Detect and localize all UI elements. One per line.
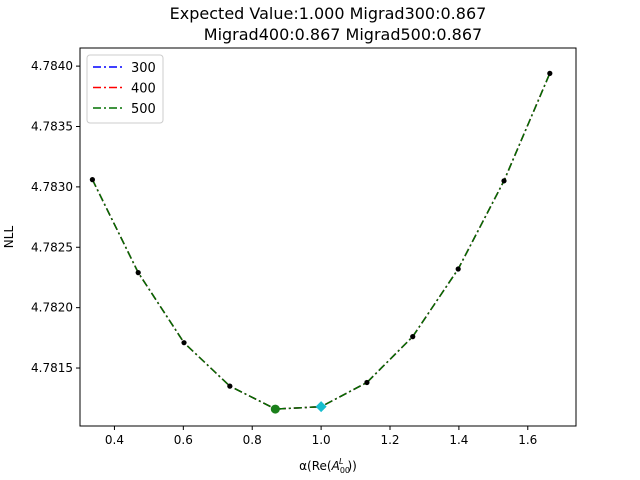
scan-point bbox=[89, 177, 95, 183]
x-tick-label: 1.2 bbox=[380, 433, 399, 447]
y-axis-label: NLL bbox=[2, 226, 16, 249]
series-line-500 bbox=[91, 73, 551, 410]
x-axis-label-suffix: )) bbox=[347, 459, 356, 473]
legend-label-400: 400 bbox=[131, 82, 156, 97]
y-axis-ticks: 4.7815 4.7820 4.7825 4.7830 4.7835 4.7840 bbox=[31, 59, 80, 375]
x-axis-ticks: 0.4 0.6 0.8 1.0 1.2 1.4 1.6 bbox=[105, 426, 537, 447]
x-axis-label-sub: 00 bbox=[340, 466, 350, 475]
y-tick-label: 4.7815 bbox=[31, 361, 73, 375]
series-lines bbox=[91, 73, 551, 410]
x-axis-label-symbol: A bbox=[331, 459, 340, 473]
x-tick-label: 0.6 bbox=[174, 433, 193, 447]
migrad-minimum-marker bbox=[270, 404, 280, 414]
y-tick-label: 4.7830 bbox=[31, 180, 73, 194]
y-tick-label: 4.7825 bbox=[31, 240, 73, 254]
scan-point bbox=[410, 334, 416, 340]
x-tick-label: 0.4 bbox=[105, 433, 124, 447]
scan-point bbox=[455, 266, 461, 272]
x-tick-label: 1.0 bbox=[312, 433, 331, 447]
y-tick-label: 4.7840 bbox=[31, 59, 73, 73]
x-axis-label: α(Re(A00L)) bbox=[299, 457, 357, 475]
x-tick-label: 0.8 bbox=[243, 433, 262, 447]
chart-title-line-1: Expected Value:1.000 Migrad300:0.867 bbox=[170, 4, 487, 23]
legend-label-500: 500 bbox=[131, 102, 156, 117]
scan-point bbox=[135, 270, 141, 276]
scan-point bbox=[547, 70, 553, 76]
expected-value-marker bbox=[315, 401, 327, 413]
plot-frame bbox=[79, 47, 577, 427]
x-axis-label-sup: L bbox=[339, 457, 343, 466]
legend: 300 400 500 bbox=[86, 54, 164, 124]
legend-label-300: 300 bbox=[131, 61, 156, 76]
scan-point bbox=[364, 379, 370, 386]
x-tick-label: 1.6 bbox=[518, 433, 537, 447]
scan-points bbox=[89, 70, 553, 412]
scan-point bbox=[227, 383, 233, 389]
series-line-400 bbox=[91, 73, 551, 410]
x-axis-label-prefix: α(Re( bbox=[299, 459, 331, 473]
legend-frame bbox=[86, 54, 164, 124]
y-tick-label: 4.7820 bbox=[31, 301, 73, 315]
scan-point bbox=[181, 340, 187, 346]
legend-entries: 300 400 500 bbox=[93, 61, 156, 117]
y-tick-label: 4.7835 bbox=[31, 119, 73, 133]
scan-point bbox=[501, 178, 507, 184]
x-tick-label: 1.4 bbox=[449, 433, 468, 447]
chart-title-line-2: Migrad400:0.867 Migrad500:0.867 bbox=[204, 25, 482, 44]
fit-markers bbox=[270, 401, 327, 414]
series-line-300 bbox=[91, 73, 551, 410]
